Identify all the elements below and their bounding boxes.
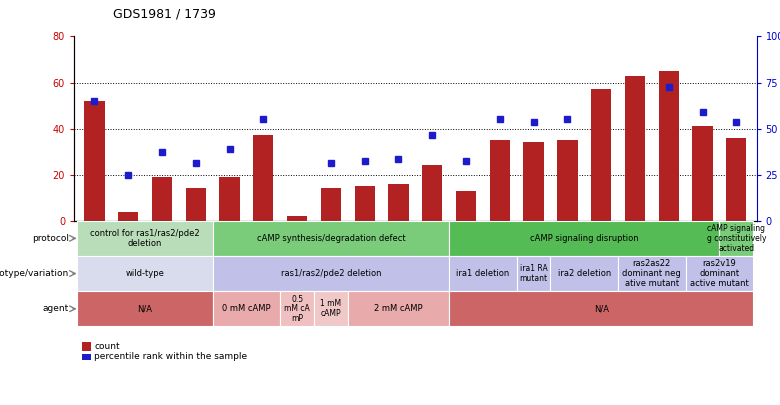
Text: ras1/ras2/pde2 deletion: ras1/ras2/pde2 deletion (281, 269, 381, 278)
Bar (186, 188, 206, 221)
Bar (219, 177, 239, 221)
Bar (388, 184, 409, 221)
Text: ras2v19
dominant
active mutant: ras2v19 dominant active mutant (690, 259, 749, 288)
Text: 2 mM cAMP: 2 mM cAMP (374, 304, 423, 313)
Text: genotype/variation: genotype/variation (0, 269, 69, 278)
Text: ira1 RA
mutant: ira1 RA mutant (519, 264, 548, 283)
Bar (321, 188, 341, 221)
Text: count: count (94, 342, 120, 351)
Text: 1 mM
cAMP: 1 mM cAMP (321, 299, 342, 318)
Text: control for ras1/ras2/pde2
deletion: control for ras1/ras2/pde2 deletion (90, 229, 200, 248)
Bar (254, 136, 274, 221)
Text: cAMP signaling disruption: cAMP signaling disruption (530, 234, 639, 243)
Bar (726, 138, 746, 221)
Bar (591, 90, 612, 221)
Text: GDS1981 / 1739: GDS1981 / 1739 (113, 7, 216, 20)
Bar (456, 191, 476, 221)
Bar (557, 140, 577, 221)
Bar (422, 165, 442, 221)
Text: ira1 deletion: ira1 deletion (456, 269, 509, 278)
Text: cAMP signaling
g constitutively
activated: cAMP signaling g constitutively activate… (707, 224, 766, 253)
Bar (152, 177, 172, 221)
Bar (490, 140, 510, 221)
Bar (693, 126, 713, 221)
Text: 0 mM cAMP: 0 mM cAMP (222, 304, 271, 313)
Text: percentile rank within the sample: percentile rank within the sample (94, 352, 247, 361)
Text: wild-type: wild-type (126, 269, 165, 278)
Text: N/A: N/A (594, 304, 608, 313)
Bar (84, 101, 105, 221)
Bar (355, 186, 375, 221)
Text: ira2 deletion: ira2 deletion (558, 269, 611, 278)
Text: N/A: N/A (137, 304, 153, 313)
Text: protocol: protocol (32, 234, 69, 243)
Bar (523, 143, 544, 221)
Text: 0.5
mM cA
mP: 0.5 mM cA mP (284, 294, 310, 323)
Text: agent: agent (42, 304, 69, 313)
Text: ras2as22
dominant neg
ative mutant: ras2as22 dominant neg ative mutant (622, 259, 681, 288)
Bar (287, 216, 307, 221)
Bar (658, 71, 679, 221)
Bar (625, 76, 645, 221)
Bar (118, 211, 138, 221)
Text: cAMP synthesis/degradation defect: cAMP synthesis/degradation defect (257, 234, 405, 243)
